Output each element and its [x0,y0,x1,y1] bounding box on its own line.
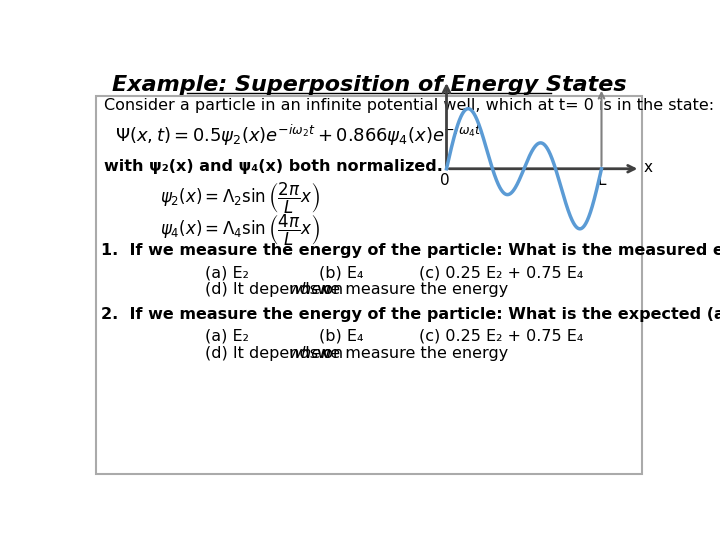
FancyBboxPatch shape [96,96,642,475]
Text: L: L [598,173,606,187]
Text: when: when [289,282,332,297]
Text: when: when [289,346,332,361]
Text: 1.  If we measure the energy of the particle: What is the measured energy?: 1. If we measure the energy of the parti… [101,244,720,259]
Text: x: x [644,160,652,175]
Text: (c) 0.25 E₂ + 0.75 E₄: (c) 0.25 E₂ + 0.75 E₄ [419,329,584,344]
Text: with ψ₂(x) and ψ₄(x) both normalized.: with ψ₂(x) and ψ₄(x) both normalized. [104,159,443,174]
Text: (b) E₄: (b) E₄ [319,265,363,280]
Text: $\Psi(x,t) = 0.5\psi_2(x)e^{-i\omega_2 t} + 0.866\psi_4(x)e^{-i\omega_4 t}$: $\Psi(x,t) = 0.5\psi_2(x)e^{-i\omega_2 t… [114,123,482,148]
Text: 0: 0 [440,173,450,187]
Text: (b) E₄: (b) E₄ [319,329,363,344]
Text: (d) It depends on: (d) It depends on [204,346,348,361]
Text: (a) E₂: (a) E₂ [204,265,248,280]
Text: (a) E₂: (a) E₂ [204,329,248,344]
Text: we measure the energy: we measure the energy [312,346,508,361]
Text: (c) 0.25 E₂ + 0.75 E₄: (c) 0.25 E₂ + 0.75 E₄ [419,265,584,280]
Text: (d) It depends on: (d) It depends on [204,282,348,297]
Text: Example: Superposition of Energy States: Example: Superposition of Energy States [112,75,626,95]
Text: $\psi_4(x) = \Lambda_4 \sin\left(\dfrac{4\pi}{L}x\right)$: $\psi_4(x) = \Lambda_4 \sin\left(\dfrac{… [160,213,320,248]
Text: $\psi_2(x) = \Lambda_2 \sin\left(\dfrac{2\pi}{L}x\right)$: $\psi_2(x) = \Lambda_2 \sin\left(\dfrac{… [160,180,320,215]
Text: Consider a particle in an infinite potential well, which at t= 0 is in the state: Consider a particle in an infinite poten… [104,98,714,113]
Text: we measure the energy: we measure the energy [312,282,508,297]
Text: 2.  If we measure the energy of the particle: What is the expected (average) ene: 2. If we measure the energy of the parti… [101,307,720,322]
